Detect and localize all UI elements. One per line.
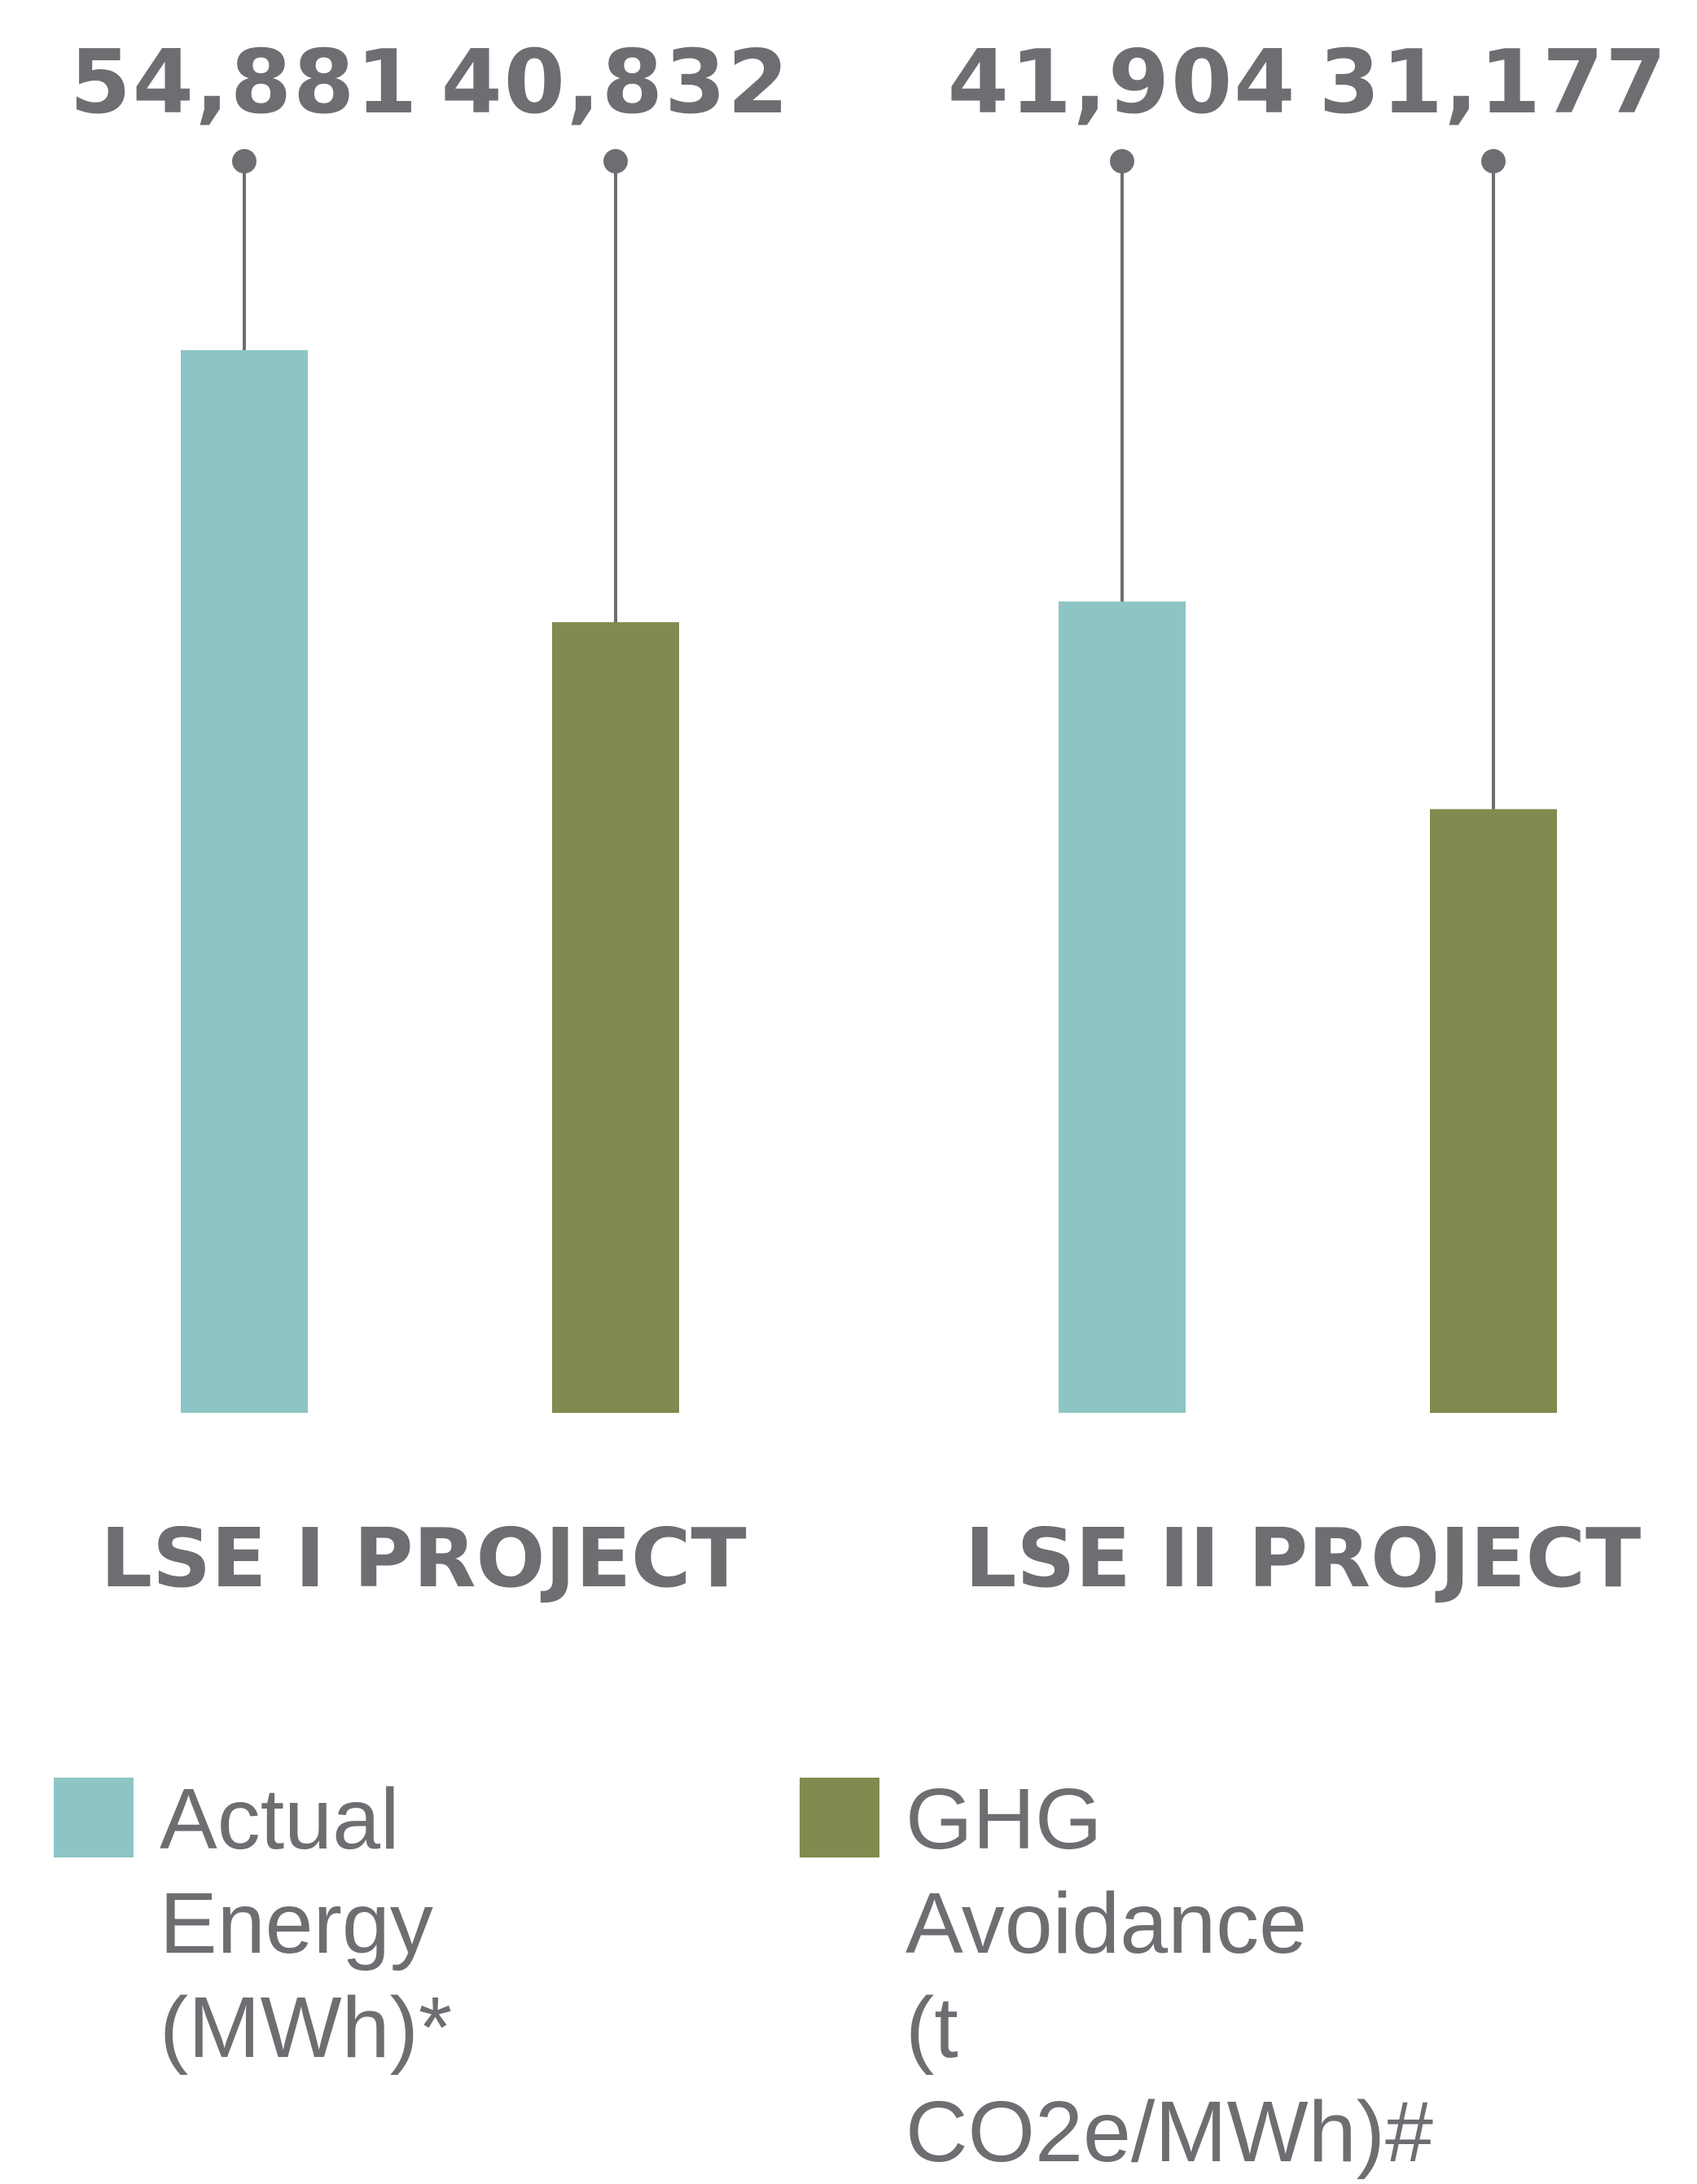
category-label-lse-i: LSE I PROJECT — [100, 1511, 746, 1606]
data-label-lse-ii-ghg-avoidance: 31,177 — [1319, 32, 1668, 134]
bar-lse-ii-ghg-avoidance — [1430, 809, 1557, 1413]
data-label-lse-i-actual-energy: 54,881 — [70, 32, 419, 134]
chart-legend: Actual Energy (MWh)* GHG Avoidance (t CO… — [54, 1767, 1650, 2180]
leader-dot-lse-ii-actual-energy — [1110, 149, 1134, 173]
bar-lse-i-actual-energy — [181, 350, 308, 1413]
bar-lse-i-ghg-avoidance — [552, 622, 679, 1413]
data-label-lse-i-ghg-avoidance: 40,832 — [441, 32, 791, 134]
bar-chart: 54,881 40,832 LSE I PROJECT 41,904 31,177 LSE… — [70, 32, 1668, 1606]
data-label-lse-ii-actual-energy: 41,904 — [948, 32, 1297, 134]
category-label-lse-ii: LSE II PROJECT — [965, 1511, 1642, 1606]
legend-swatch-actual-energy — [54, 1778, 134, 1857]
legend-label-actual-energy: Actual Energy (MWh)* — [160, 1771, 453, 2076]
legend-label-ghg-avoidance: GHG Avoidance (t CO2e/MWh)# — [906, 1771, 1433, 2180]
legend-swatch-ghg-avoidance — [800, 1778, 879, 1857]
bar-lse-ii-actual-energy — [1059, 601, 1186, 1413]
leader-dot-lse-i-actual-energy — [232, 149, 257, 173]
leader-dot-lse-i-ghg-avoidance — [603, 149, 628, 173]
leader-dot-lse-ii-ghg-avoidance — [1481, 149, 1506, 173]
